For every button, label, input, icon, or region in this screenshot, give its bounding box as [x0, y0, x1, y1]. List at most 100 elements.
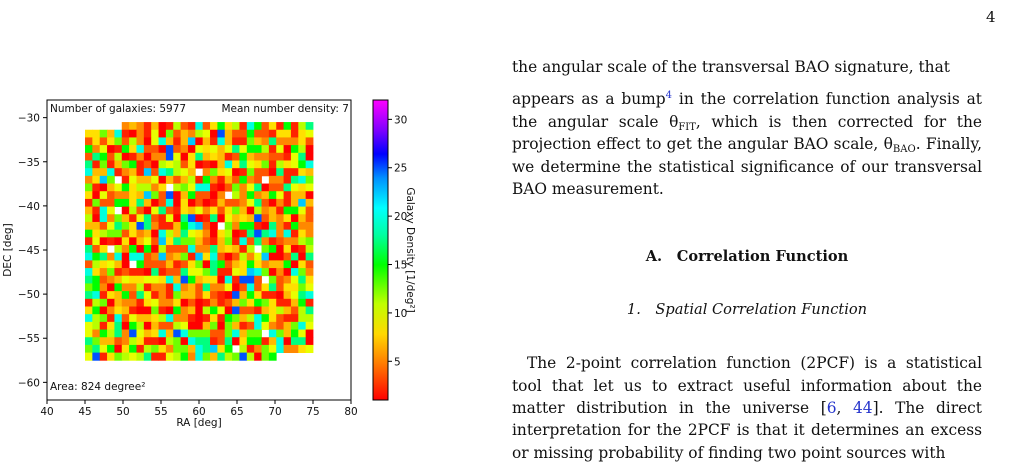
colorbar-tick-label: 30	[394, 114, 407, 126]
heatmap-cell	[268, 137, 277, 146]
heatmap-cell	[151, 214, 159, 223]
heatmap-cell	[298, 314, 307, 323]
heatmap-cell	[232, 329, 240, 338]
heatmap-cell	[107, 268, 115, 277]
heatmap-cell	[107, 352, 115, 361]
heatmap-cell	[202, 129, 211, 138]
heatmap-cell	[217, 352, 226, 361]
heatmap-cell	[121, 352, 130, 361]
heatmap-cell	[158, 275, 167, 284]
heatmap-cell	[85, 168, 93, 177]
heatmap-cell	[276, 321, 284, 330]
heatmap-cell	[121, 214, 130, 223]
heatmap-cell	[268, 175, 277, 184]
heatmap-cell	[158, 206, 167, 215]
heatmap-cell	[239, 268, 248, 277]
heatmap-cell	[151, 245, 159, 254]
heatmap-cell	[246, 252, 255, 261]
heatmap-cell	[232, 198, 240, 207]
heatmap-cell	[239, 329, 248, 338]
heatmap-cell	[99, 152, 108, 161]
citation-link[interactable]: 44	[852, 399, 873, 418]
heatmap-cell	[121, 344, 130, 354]
y-tick-label: −60	[18, 377, 40, 389]
heatmap-cell	[224, 268, 233, 277]
heatmap-cell	[114, 129, 123, 138]
heatmap-cell	[298, 183, 307, 192]
heatmap-cell	[268, 168, 277, 177]
heatmap-cell	[254, 252, 262, 261]
x-tick-label: 75	[306, 406, 319, 418]
heatmap-cell	[268, 160, 277, 169]
heatmap-cell	[180, 168, 189, 177]
heatmap-cell	[121, 275, 130, 284]
heatmap-cell	[151, 344, 159, 354]
heatmap-cell	[136, 175, 145, 184]
y-tick-label: −40	[18, 201, 40, 213]
heatmap-cell	[261, 160, 270, 169]
heatmap-cell	[85, 252, 93, 261]
heatmap-cell	[85, 214, 93, 223]
heatmap-cell	[121, 160, 130, 169]
heatmap-cell	[129, 191, 137, 200]
heatmap-cell	[202, 183, 211, 192]
heatmap-cell	[239, 183, 248, 192]
heatmap-cell	[129, 352, 137, 361]
heatmap-cell	[114, 229, 123, 238]
footnote-mark[interactable]: 4	[665, 90, 672, 102]
heatmap-cell	[187, 268, 196, 277]
heatmap-cell	[246, 291, 255, 300]
heatmap-cell	[202, 152, 211, 161]
heatmap-cell	[290, 252, 299, 261]
heatmap-cell	[99, 229, 108, 238]
heatmap-cell	[239, 152, 248, 161]
heatmap-cell	[276, 283, 284, 292]
heatmap-cell	[114, 245, 123, 254]
mean-density-label: Mean number density: 7	[221, 103, 349, 115]
heatmap-cell	[217, 291, 226, 300]
heatmap-cell	[99, 245, 108, 254]
heatmap-cell	[180, 214, 189, 223]
heatmap-cell	[99, 260, 108, 269]
heatmap-cell	[85, 314, 93, 323]
heatmap-cell	[283, 183, 292, 192]
heatmap-cell	[202, 160, 211, 169]
heatmap-cell	[283, 191, 292, 200]
heatmap-cell	[298, 137, 307, 146]
heatmap-cell	[239, 175, 248, 184]
heatmap-cell	[261, 245, 270, 254]
heatmap-cell	[107, 291, 115, 300]
heatmap-cell	[92, 145, 101, 154]
heatmap-cell	[158, 175, 167, 184]
heatmap-cell	[246, 129, 255, 138]
heatmap-cell	[195, 183, 204, 192]
heatmap-cell	[158, 214, 167, 223]
heatmap-cell	[202, 329, 211, 338]
heatmap-cell	[99, 344, 108, 354]
heatmap-cell	[202, 344, 211, 354]
heatmap-cell	[246, 352, 255, 361]
heatmap-cell	[261, 145, 270, 154]
heatmap-cell	[283, 214, 292, 223]
heatmap-cell	[129, 198, 137, 207]
heatmap-cell	[180, 122, 189, 131]
heatmap-cell	[195, 352, 204, 361]
heatmap-cell	[210, 252, 218, 261]
heatmap-cell	[107, 168, 115, 177]
heatmap-cell	[202, 252, 211, 261]
heatmap-cell	[143, 237, 152, 246]
heatmap-cell	[195, 260, 204, 269]
heatmap-cell	[268, 291, 277, 300]
heatmap-cell	[210, 160, 218, 169]
heatmap-cell	[239, 237, 248, 246]
heatmap-cell	[187, 152, 196, 161]
heatmap-cell	[268, 152, 277, 161]
heatmap-cell	[217, 129, 226, 138]
citation-link[interactable]: 6	[826, 399, 837, 418]
heatmap-cell	[232, 129, 240, 138]
heatmap-cell	[85, 145, 93, 154]
heatmap-cell	[121, 260, 130, 269]
heatmap-cell	[254, 122, 262, 131]
heatmap-cell	[276, 175, 284, 184]
heatmap-cell	[165, 268, 174, 277]
